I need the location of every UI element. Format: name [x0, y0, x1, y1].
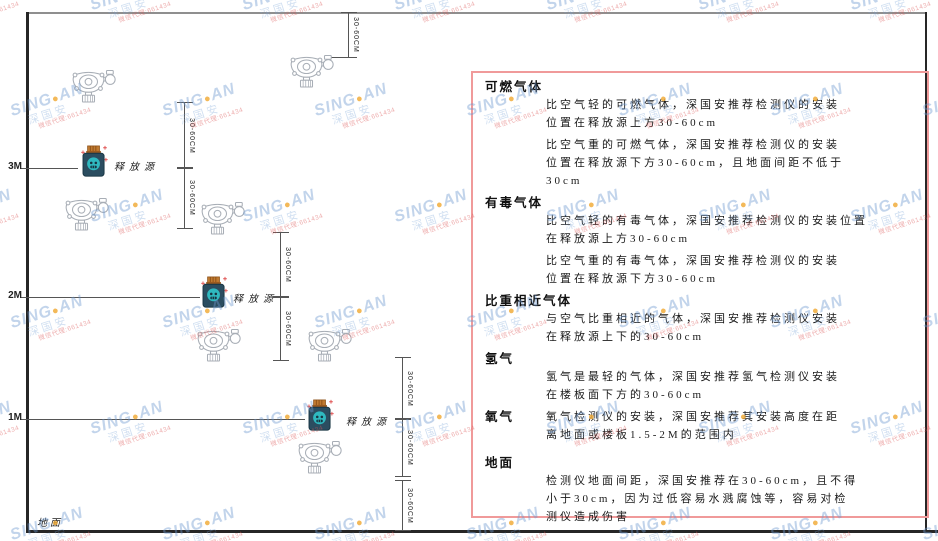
- release-source-label-2m: 释放源: [233, 294, 278, 305]
- height-line-3m: [20, 168, 78, 169]
- section-heading: 氢气: [485, 352, 515, 366]
- dim-label: 30-60CM: [188, 117, 195, 154]
- left-wall-line: [26, 12, 29, 533]
- height-label-1m: 1M: [8, 412, 22, 423]
- ground-label: 地面: [37, 518, 63, 529]
- section-paragraph: 检测仪地面间距，深国安推荐在30-60cm，且不得 小于30cm，因为过低容易水…: [546, 475, 859, 523]
- dim-1m-above: 30-60CM: [395, 357, 413, 420]
- dim-3m-below: 30-60CM: [177, 167, 195, 229]
- detector-icon-above-1m: [305, 325, 353, 367]
- section-paragraph: 氢气是最轻的气体，深国安推荐氢气检测仪安装 在楼板面下方的30-60cm: [546, 371, 840, 401]
- section-heading: 有毒气体: [485, 196, 544, 210]
- height-line-1m: [20, 419, 305, 420]
- info-panel: 可燃气体 比空气轻的可燃气体，深国安推荐检测仪的安装 位置在释放源上方30-60c…: [471, 71, 929, 523]
- panel-section: 地面检测仪地面间距，深国安推荐在30-60cm，且不得 小于30cm，因为过低容…: [485, 454, 917, 526]
- dim-label: 30-60CM: [406, 487, 413, 524]
- section-heading: 氧气: [485, 410, 515, 424]
- ceiling-line: [26, 12, 927, 14]
- ground-line: [26, 530, 938, 533]
- panel-section: 可燃气体 比空气轻的可燃气体，深国安推荐检测仪的安装 位置在释放源上方30-60c…: [485, 78, 917, 190]
- height-line-2m: [20, 297, 200, 298]
- dim-1m-below: 30-60CM: [395, 418, 413, 477]
- height-label-3m: 3M: [8, 161, 22, 172]
- dim-connector-line: [330, 57, 348, 58]
- section-paragraph: 与空气比重相近的气体，深国安推荐检测仪安装 在释放源上下的30-60cm: [546, 313, 840, 343]
- detector-icon-ceiling: [287, 51, 335, 93]
- dim-2m-below: 30-60CM: [273, 296, 291, 361]
- section-paragraph: 比空气轻的可燃气体，深国安推荐检测仪的安装 位置在释放源上方30-60cm: [546, 99, 840, 129]
- dim-label: 30-60CM: [406, 370, 413, 407]
- dim-label: 30-60CM: [284, 310, 291, 347]
- dim-detector-to-ground: 30-60CM: [395, 480, 413, 531]
- dim-label: 30-60CM: [188, 180, 195, 216]
- panel-section: 氢气氢气是最轻的气体，深国安推荐氢气检测仪安装 在楼板面下方的30-60cm: [485, 350, 917, 404]
- release-source-icon-1m: [306, 399, 334, 432]
- panel-section: 比重相近气体与空气比重相近的气体，深国安推荐检测仪安装 在释放源上下的30-60…: [485, 292, 917, 346]
- release-source-icon-3m: [80, 145, 108, 178]
- dim-label: 30-60CM: [352, 17, 359, 53]
- release-source-label-3m: 释放源: [114, 162, 159, 173]
- panel-section: 有毒气体 比空气轻的有毒气体，深国安推荐检测仪的安装位置 在释放源上方30-60c…: [485, 194, 917, 288]
- section-paragraph: 比空气重的可燃气体，深国安推荐检测仪的安装 位置在释放源下方30-60cm，且地…: [546, 139, 845, 187]
- right-wall-line: [925, 12, 927, 531]
- section-paragraph: 比空气轻的有毒气体，深国安推荐检测仪的安装位置 在释放源上方30-60cm: [546, 215, 868, 245]
- section-heading: 可燃气体: [485, 80, 544, 94]
- height-label-2m: 2M: [8, 290, 22, 301]
- info-panel-sections: 可燃气体 比空气轻的可燃气体，深国安推荐检测仪的安装 位置在释放源上方30-60c…: [485, 78, 917, 526]
- detector-icon-below-2m: [194, 325, 242, 367]
- section-heading: 地面: [485, 456, 515, 470]
- dim-label: 30-60CM: [406, 429, 413, 466]
- detector-icon-above-2m: [198, 198, 246, 240]
- dim-3m-above: 30-60CM: [177, 102, 195, 169]
- detector-icon-above-3m: [69, 66, 117, 108]
- section-paragraph: 比空气重的有毒气体，深国安推荐检测仪的安装 位置在释放源下方30-60cm: [546, 255, 840, 285]
- release-source-label-1m: 释放源: [346, 417, 391, 428]
- panel-section: 氧气 氧气检测仪的安装，深国安推荐其安装高度在距 离地面或楼板1.5-2M的范围内: [485, 408, 917, 444]
- dim-ceiling-to-detector: 30-60CM: [341, 12, 359, 58]
- section-paragraph: 氧气检测仪的安装，深国安推荐其安装高度在距 离地面或楼板1.5-2M的范围内: [546, 411, 840, 441]
- dim-2m-above: 30-60CM: [273, 232, 291, 298]
- dim-label: 30-60CM: [284, 247, 291, 283]
- section-heading: 比重相近气体: [485, 294, 573, 308]
- release-source-icon-2m: [200, 276, 228, 309]
- detector-icon-below-3m: [62, 194, 110, 236]
- detector-icon-below-1m: [295, 437, 343, 479]
